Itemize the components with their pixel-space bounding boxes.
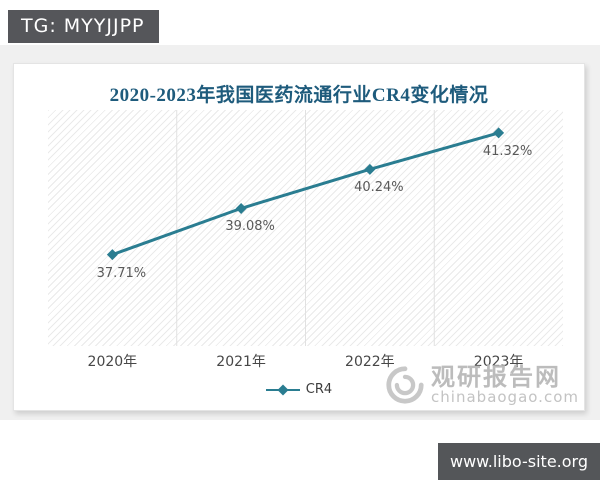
line-chart-svg (106, 110, 505, 346)
chart-card: 2020-2023年我国医药流通行业CR4变化情况 37.71% 39.08% 40… (13, 63, 585, 411)
x-axis-tick-label: 2023年 (473, 354, 524, 370)
x-axis-tick-label: 2021年 (216, 354, 266, 370)
chart-background-band: 2020-2023年我国医药流通行业CR4变化情况 37.71% 39.08% 40… (0, 45, 600, 420)
watermark-text: 观研报告网 chinabaogao.com (431, 362, 579, 406)
watermark-site-name: 观研报告网 (431, 362, 562, 391)
watermark: 观研报告网 chinabaogao.com (383, 364, 579, 406)
plot-area (48, 110, 563, 346)
data-point-marker (364, 163, 376, 175)
bottom-url-bar: www.libo-site.org (438, 443, 600, 480)
bottom-url-label: www.libo-site.org (449, 452, 588, 471)
tag-label: TG: MYYJJPP (21, 15, 145, 37)
data-point-marker (493, 127, 505, 139)
watermark-site-url: chinabaogao.com (431, 387, 579, 406)
x-axis-tick-label: 2022年 (345, 354, 395, 370)
series-line (111, 131, 500, 257)
legend-line-marker-icon (265, 384, 300, 395)
tag-box: TG: MYYJJPP (8, 10, 159, 43)
x-axis: 2020年 2021年 2022年 2023年 (48, 351, 563, 371)
data-point-marker (235, 202, 247, 214)
legend: CR4 (14, 382, 584, 397)
legend-label: CR4 (305, 382, 333, 397)
chart-title: 2020-2023年我国医药流通行业CR4变化情况 (109, 85, 489, 106)
x-axis-tick-label: 2020年 (87, 354, 138, 370)
data-point-marker (106, 249, 118, 261)
swirl-logo-icon (386, 366, 424, 404)
